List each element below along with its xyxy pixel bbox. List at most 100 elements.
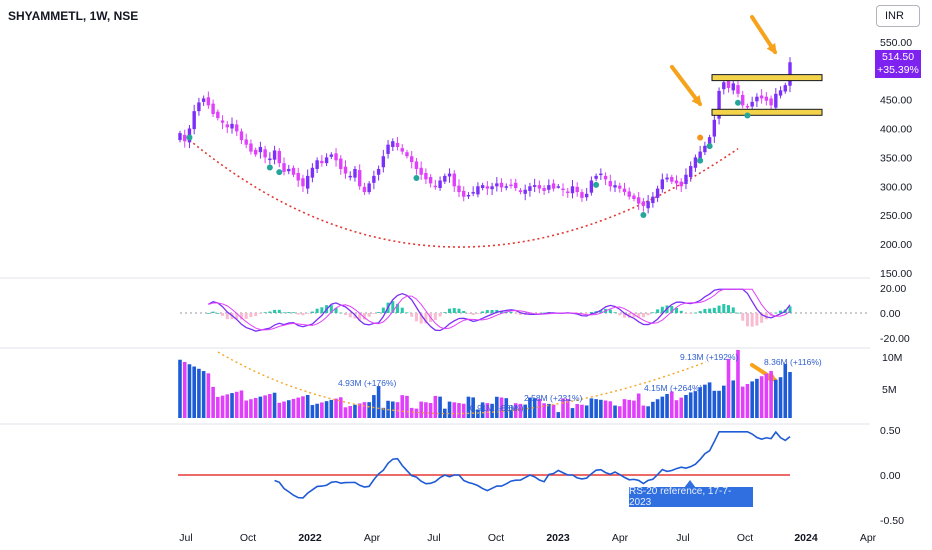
rs-reference-note: RS-20 reference, 17-7-2023 [629,486,753,508]
arrows [670,15,778,382]
volume-bar [594,399,598,418]
arrow-latest-head [766,43,777,55]
volume-bar [532,398,537,418]
candle-body [679,181,683,187]
candle-body [216,111,220,119]
volume-bar [603,400,608,418]
price-tick-label: 300.00 [880,181,912,193]
volume-bar [641,405,646,418]
candle-body [206,97,211,106]
candle-body [632,195,636,200]
volume-bar [688,392,693,418]
osc-hist-bar [741,313,745,321]
price-tick-label: 250.00 [880,210,912,222]
volume-bar [409,407,414,418]
candle-body [414,161,419,169]
candle-body [353,168,357,178]
osc-hist-bar [235,313,239,320]
time-tick-label: Oct [488,532,504,544]
volume-bar [225,394,230,418]
currency-button[interactable]: INR [876,5,920,27]
candle-body [499,182,504,188]
osc-hist-bar [537,313,541,314]
osc-hist-bar [466,313,470,314]
osc-hist-bar [774,312,778,314]
osc-hist-bar [693,312,697,314]
volume-bar [774,379,778,418]
volume-bar [310,405,315,418]
candle-body [717,90,721,119]
time-tick-label: 2024 [794,532,818,544]
candle-body [192,111,196,130]
osc-hist-bar [656,309,660,313]
osc-hist-bar [396,303,400,313]
candle-body [197,102,201,112]
candle-body [424,172,428,180]
candle-body [462,190,466,197]
candle-body [253,149,258,155]
volume-bar [556,412,561,418]
candle-body [726,79,731,89]
volume-bar [679,397,684,418]
volume-bar [759,376,764,418]
candle-body [594,175,598,179]
volume-bar [348,406,353,418]
osc-hist-bar [632,313,636,317]
osc-hist-bar [296,313,300,315]
volume-bar [731,380,736,418]
candle-body [301,178,305,187]
osc-hist-bar [287,312,291,313]
candle-body [400,148,404,152]
candle-body [225,124,229,128]
osc-hist-bar [622,313,626,318]
price-tick-label: 550.00 [880,37,912,49]
volume-bar [447,401,452,418]
osc-hist-bar [476,313,480,314]
osc-hist-bar [216,312,220,314]
osc-hist-bar [263,312,267,314]
candle-body [183,134,187,142]
candle-body [665,177,669,180]
volume-bar [353,404,357,418]
rs-tick-label: 0.50 [880,425,901,437]
signal-dot [413,174,420,181]
signal-line [208,288,791,331]
candle-body [641,201,646,206]
volume-bar [523,404,527,418]
volume-bar [613,405,617,418]
volume-bar [537,398,542,418]
candle-body [438,180,442,189]
price-tick-label: 450.00 [880,95,912,107]
candle-body [561,188,565,191]
volume-bar [570,408,575,418]
candle-body [575,186,579,193]
candle-body [509,184,513,187]
signal-dot [706,143,713,150]
oscillator-pane [180,288,870,332]
volume-bar [438,396,442,418]
osc-hist-bar [268,311,272,313]
candle-body [698,151,702,159]
volume-bar [471,397,475,418]
signal-dots [186,99,751,218]
osc-hist-bar [514,313,518,314]
candle-body [376,168,381,175]
osc-hist-bar [391,301,395,313]
volume-bar [622,399,627,418]
volume-bar [764,373,769,418]
volume-bar [230,393,234,418]
candle-body [636,197,641,204]
time-tick-label: Oct [737,532,753,544]
volume-bar [608,401,613,418]
volume-bar [518,403,523,418]
volume-bar [788,372,792,418]
volume-bar [305,395,310,418]
volume-bar [187,364,192,418]
rs-line [274,430,791,499]
osc-hist-bar [627,313,631,318]
candle-body [220,120,225,123]
volume-bar [726,358,731,418]
volume-bar [636,393,641,418]
volume-bar [334,398,338,418]
osc-hist-bar [675,307,679,313]
